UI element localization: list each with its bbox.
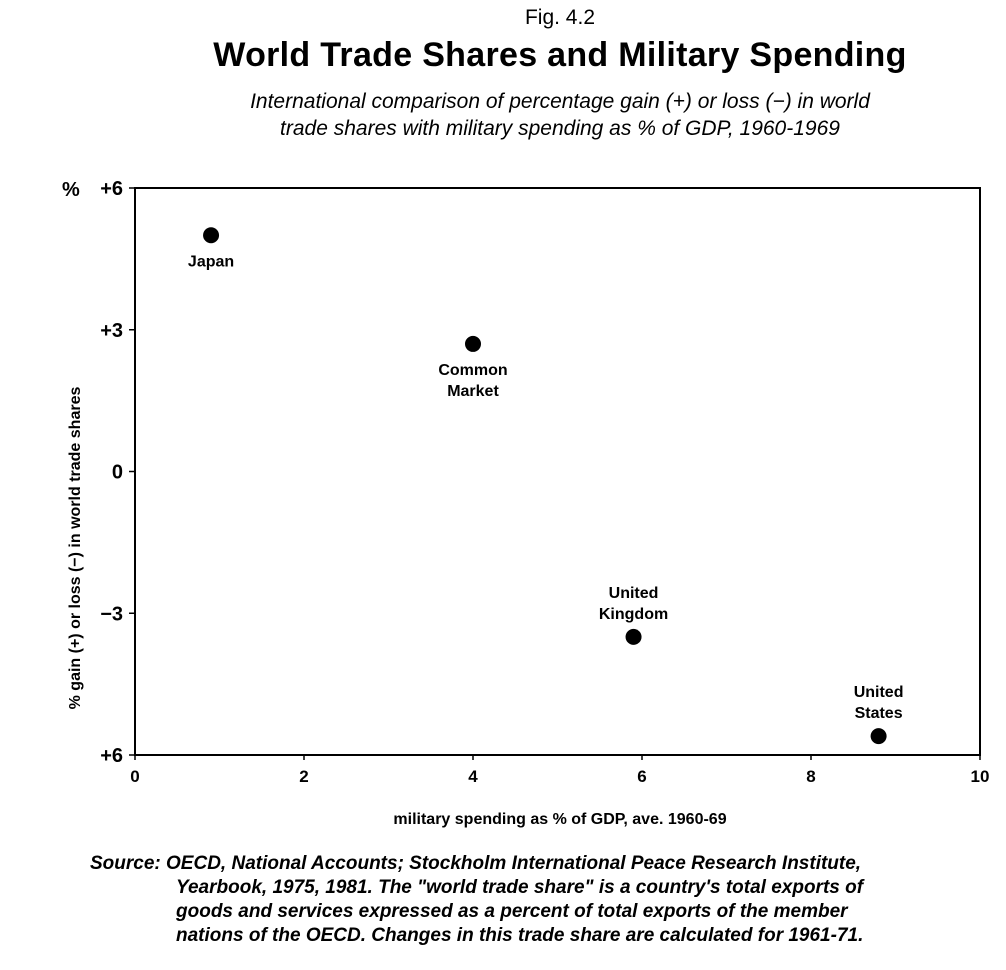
- data-point: [625, 628, 642, 645]
- source-line-1: Source: OECD, National Accounts; Stockho…: [90, 853, 862, 874]
- data-point: [465, 335, 481, 352]
- plot-frame: [134, 187, 981, 756]
- x-tick-label: 4: [468, 767, 478, 786]
- chart-ticks: 0 2 4 6 8 10 +6 +3 0 −3 +6: [100, 178, 989, 786]
- point-label: Kingdom: [599, 606, 668, 623]
- x-tick-label: 10: [971, 767, 990, 786]
- y-unit-label: %: [62, 179, 80, 201]
- point-label: Common: [438, 362, 507, 379]
- y-tick-label: +3: [100, 320, 123, 342]
- figure-number: Fig. 4.2: [524, 6, 596, 29]
- source-line-4: nations of the OECD. Changes in this tra…: [176, 925, 864, 946]
- y-axis-label: % gain (+) or loss (−) in world trade sh…: [67, 387, 84, 710]
- subtitle-line-1: International comparison of percentage g…: [250, 90, 870, 113]
- source-line-3: goods and services expressed as a percen…: [176, 901, 848, 922]
- chart-subtitle: International comparison of percentage g…: [0, 88, 1006, 142]
- point-label: United: [609, 585, 659, 602]
- data-point: [870, 728, 887, 745]
- chart-axes: [134, 187, 981, 756]
- point-label: United: [854, 684, 904, 701]
- subtitle-line-2: trade shares with military spending as %…: [280, 117, 840, 140]
- point-label: States: [855, 705, 903, 722]
- chart-points: Japan Common Market United Kingdom United Stat…: [188, 227, 904, 745]
- data-point: [203, 227, 220, 244]
- source-note: Source: OECD, National Accounts; Stockho…: [90, 852, 990, 948]
- point-label: Japan: [188, 253, 234, 270]
- x-tick-label: 8: [806, 767, 815, 786]
- y-tick-label: −3: [100, 603, 123, 625]
- x-tick-label: 0: [130, 767, 139, 786]
- y-tick-label: +6: [100, 178, 123, 200]
- x-tick-label: 2: [299, 767, 308, 786]
- y-tick-label: +6: [100, 745, 123, 767]
- scatter-chart: 0 2 4 6 8 10 +6 +3 0 −3 +6 Japan Common Market United…: [62, 178, 989, 828]
- x-tick-label: 6: [637, 767, 646, 786]
- y-tick-label: 0: [112, 462, 123, 484]
- chart-title: World Trade Shares and Military Spending: [213, 36, 907, 74]
- point-label: Market: [447, 383, 499, 400]
- source-line-2: Yearbook, 1975, 1981. The "world trade s…: [176, 877, 864, 898]
- x-axis-label: military spending as % of GDP, ave. 1960…: [393, 811, 726, 828]
